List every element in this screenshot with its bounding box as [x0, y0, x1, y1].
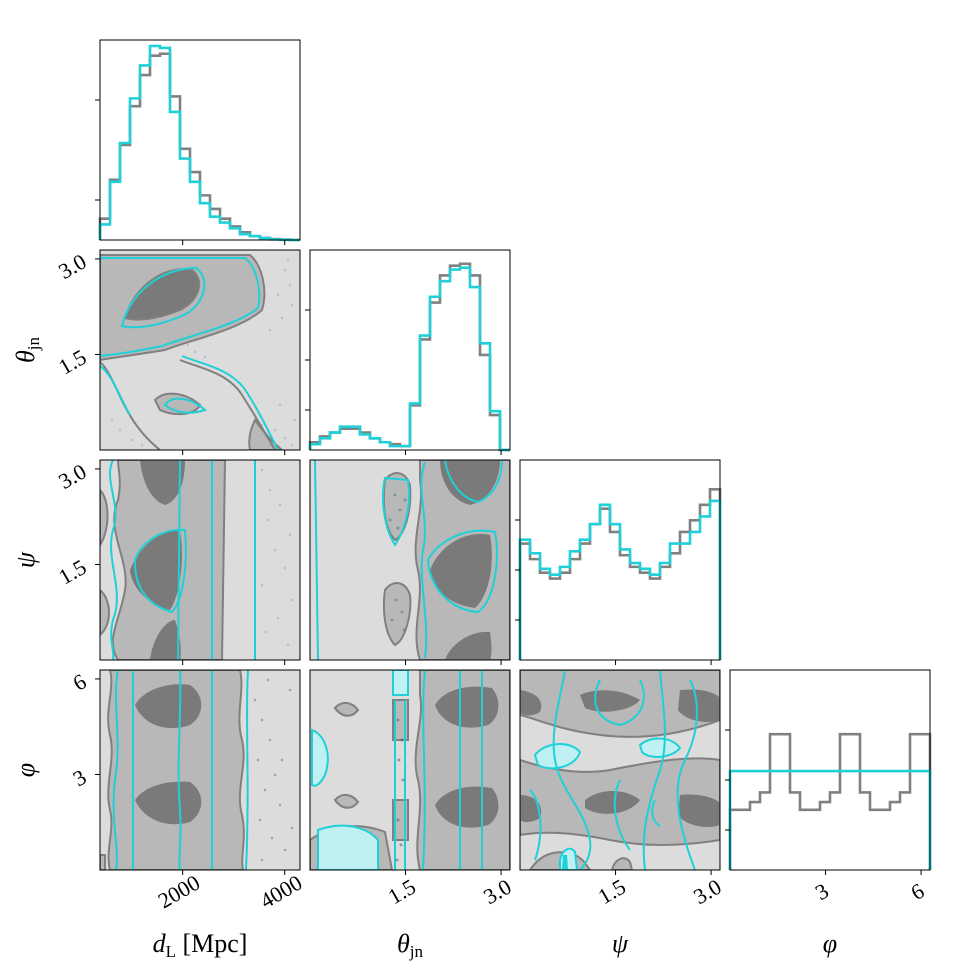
histogram-step-b: [308, 266, 510, 452]
x-tick-label: 3: [811, 878, 833, 905]
cyan-fill: [311, 670, 409, 870]
histogram-step-a: [728, 732, 932, 870]
cyan-lines: [109, 460, 256, 660]
contour-hole-bot: [150, 620, 181, 660]
contour-hole-top: [135, 684, 202, 729]
histogram-step-b: [728, 769, 932, 870]
contour-band: [107, 670, 245, 870]
contour-hole-2: [520, 689, 720, 722]
x-axis-label: θjn: [397, 929, 424, 961]
contour-b-outer: [100, 257, 279, 450]
cyan-lines: [112, 670, 249, 870]
panel-hist-psi: [515, 487, 722, 660]
histogram-step-b: [98, 44, 300, 242]
panel-dl-psi: [100, 460, 300, 660]
scatter-points: [395, 718, 405, 862]
y-tick-label: 1.5: [54, 554, 90, 589]
x-tick-label: 3.0: [479, 874, 515, 909]
x-tick-label: 6: [906, 878, 928, 905]
axis-ticks: [95, 240, 922, 875]
y-axis-label: ψ: [11, 551, 40, 568]
cyan-lines: [314, 460, 503, 660]
y-tick-label: 3.0: [54, 459, 90, 494]
contour-hole-3: [520, 791, 720, 827]
y-axis-label: θjn: [11, 337, 43, 364]
x-axis-label: ψ: [612, 929, 629, 958]
y-tick-label: 3.0: [54, 249, 90, 284]
panel-thetajn-psi: [310, 460, 510, 660]
panel-dl-thetajn: [100, 250, 300, 450]
cyan-lines: [529, 670, 698, 870]
y-tick-label: 3: [68, 764, 90, 791]
scatter-points: [388, 493, 407, 632]
y-tick-label: 6: [68, 669, 90, 696]
x-axis-label: φ: [823, 929, 837, 958]
contour-hole-bot: [445, 631, 492, 660]
x-tick-label: 1.5: [384, 874, 420, 909]
panel-hist-dl: [95, 44, 300, 242]
panel-hist-thetajn: [305, 262, 510, 452]
scatter-points: [110, 258, 297, 447]
contour-level-2: [123, 268, 201, 321]
x-tick-label: 3.0: [689, 874, 725, 909]
contour-hole-mid: [430, 534, 492, 608]
contour-hole-mid: [130, 530, 182, 610]
x-tick-label: 1.5: [594, 874, 630, 909]
contour-hole-top: [140, 460, 185, 505]
histogram-step-a: [98, 52, 300, 242]
scatter-points: [260, 468, 294, 647]
x-axis-label: dL [Mpc]: [153, 929, 248, 961]
cyan-fill: [533, 737, 682, 870]
contour-hole-bot: [135, 781, 202, 825]
panel-frames: [99, 39, 931, 871]
panel-dl-phi: [100, 670, 300, 870]
panel-hist-phi: [725, 729, 932, 870]
scatter-points: [253, 678, 294, 862]
cyan-lines: [394, 670, 483, 870]
x-tick-label: 2000: [154, 870, 205, 914]
panel-thetajn-phi: [310, 670, 510, 870]
x-tick-label: 4000: [256, 870, 307, 914]
contour-hole-top: [440, 460, 500, 505]
contour-b-inner: [120, 266, 207, 414]
contour-edge: [100, 854, 106, 870]
y-axis-label: φ: [11, 763, 40, 777]
panel-psi-phi: [520, 670, 720, 870]
cyan-spike: [562, 855, 568, 870]
y-tick-label: 1.5: [54, 344, 90, 379]
histogram-step-b: [518, 499, 722, 660]
